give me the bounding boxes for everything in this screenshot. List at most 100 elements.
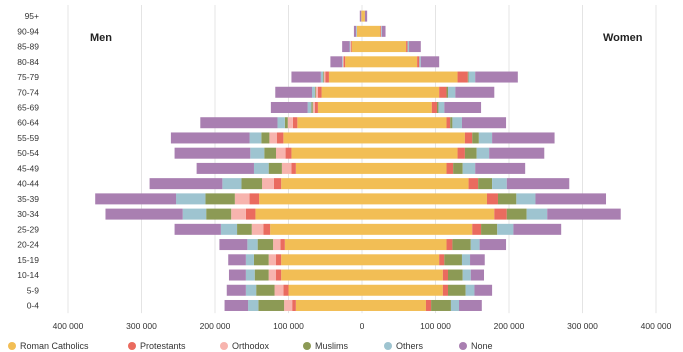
bar-women-none-85-89	[409, 41, 421, 53]
bar-women-muslims-70-74	[446, 86, 448, 98]
bar-men-none-35-39	[95, 193, 177, 205]
bar-men-others-60-64	[277, 117, 285, 129]
bar-men-orthodox-55-59	[269, 132, 277, 144]
men-side-label: Men	[90, 32, 112, 44]
bar-women-others-80-84	[419, 56, 421, 68]
bar-men-roman-catholics-70-74	[321, 86, 362, 98]
bar-women-muslims-60-64	[450, 117, 453, 129]
bar-men-roman-catholics-45-49	[295, 162, 362, 174]
age-label-80-84: 80-84	[17, 57, 39, 67]
bar-women-others-45-49	[462, 162, 476, 174]
legend-marker-muslims	[303, 342, 311, 350]
bar-women-others-15-19	[461, 254, 471, 266]
bar-women-protestants-80-84	[417, 56, 420, 68]
bar-men-others-10-14	[245, 269, 255, 281]
x-tick-label: 300 000	[567, 321, 598, 331]
bar-men-protestants-15-19	[276, 254, 282, 266]
x-tick-label: 0	[360, 321, 365, 331]
bar-women-roman-catholics-50-54	[362, 147, 458, 159]
bar-women-roman-catholics-10-14	[362, 269, 443, 281]
bar-men-protestants-70-74	[317, 86, 322, 98]
bar-men-roman-catholics-80-84	[345, 56, 362, 68]
age-label-90-94: 90-94	[17, 26, 39, 36]
bar-women-roman-catholics-25-29	[362, 223, 473, 235]
bar-men-protestants-85-89	[350, 41, 352, 53]
legend-label-others: Others	[396, 341, 424, 351]
bar-men-others-65-69	[307, 101, 312, 113]
bar-women-protestants-65-69	[431, 101, 437, 113]
bar-women-others-55-59	[478, 132, 493, 144]
bar-men-muslims-40-44	[241, 178, 263, 190]
x-tick-label: 100 000	[420, 321, 451, 331]
bar-men-none-0-4	[224, 299, 249, 311]
bar-men-muslims-15-19	[253, 254, 269, 266]
x-tick-label: 400 000	[641, 321, 672, 331]
bar-men-none-65-69	[270, 101, 308, 113]
bar-men-none-95	[359, 10, 362, 22]
bar-women-none-40-44	[506, 178, 570, 190]
age-label-60-64: 60-64	[17, 118, 39, 128]
bar-women-muslims-35-39	[497, 193, 517, 205]
bar-men-none-75-79	[291, 71, 321, 83]
bar-women-roman-catholics-40-44	[362, 178, 469, 190]
bar-men-orthodox-20-24	[273, 239, 281, 251]
bar-men-muslims-30-34	[206, 208, 232, 220]
bar-men-others-0-4	[248, 299, 259, 311]
bar-men-muslims-60-64	[284, 117, 288, 129]
legend-label-roman-catholics: Roman Catholics	[20, 341, 89, 351]
legend-marker-orthodox	[220, 342, 228, 350]
x-tick-label: 100 000	[273, 321, 304, 331]
bar-men-protestants-80-84	[343, 56, 346, 68]
bar-women-none-30-34	[547, 208, 621, 220]
bar-women-protestants-0-4	[425, 299, 432, 311]
bar-men-none-80-84	[330, 56, 343, 68]
bar-men-orthodox-0-4	[284, 299, 293, 311]
bar-women-roman-catholics-55-59	[362, 132, 465, 144]
bar-men-protestants-0-4	[292, 299, 296, 311]
bar-men-orthodox-40-44	[262, 178, 274, 190]
legend-label-protestants: Protestants	[140, 341, 186, 351]
bar-men-roman-catholics-85-89	[351, 41, 362, 53]
age-label-20-24: 20-24	[17, 240, 39, 250]
bar-women-others-20-24	[470, 239, 480, 251]
bar-women-protestants-40-44	[468, 178, 479, 190]
bar-women-others-35-39	[516, 193, 536, 205]
bar-men-orthodox-45-49	[281, 162, 292, 174]
bar-women-none-15-19	[470, 254, 485, 266]
bar-women-muslims-10-14	[447, 269, 463, 281]
bar-men-muslims-20-24	[257, 239, 274, 251]
stacked-bars	[95, 10, 621, 311]
bar-men-none-25-29	[174, 223, 221, 235]
bar-women-roman-catholics-95	[362, 10, 365, 22]
bar-men-roman-catholics-50-54	[291, 147, 362, 159]
bar-women-roman-catholics-80-84	[362, 56, 418, 68]
bar-women-others-85-89	[407, 41, 410, 53]
bar-men-none-15-19	[228, 254, 246, 266]
bar-women-protestants-20-24	[446, 239, 453, 251]
bar-men-others-85-89	[349, 41, 351, 53]
bar-women-protestants-85-89	[406, 41, 408, 53]
bar-women-others-60-64	[452, 117, 462, 129]
bar-men-roman-catholics-30-34	[255, 208, 362, 220]
bar-men-roman-catholics-5-9	[288, 284, 362, 296]
bar-men-muslims-35-39	[205, 193, 235, 205]
bar-women-roman-catholics-85-89	[362, 41, 407, 53]
x-tick-label: 200 000	[494, 321, 525, 331]
bar-men-orthodox-80-84	[342, 56, 344, 68]
bar-women-protestants-5-9	[442, 284, 448, 296]
bar-women-muslims-75-79	[467, 71, 469, 83]
bar-women-others-40-44	[492, 178, 507, 190]
bar-women-none-25-29	[513, 223, 562, 235]
bar-men-orthodox-85-89	[350, 41, 351, 53]
bar-men-roman-catholics-15-19	[281, 254, 362, 266]
bar-women-none-70-74	[455, 86, 495, 98]
bar-men-roman-catholics-40-44	[281, 178, 362, 190]
bar-men-roman-catholics-25-29	[270, 223, 362, 235]
bar-women-others-30-34	[526, 208, 548, 220]
bar-women-roman-catholics-20-24	[362, 239, 447, 251]
bar-women-none-75-79	[475, 71, 518, 83]
bar-men-muslims-45-49	[268, 162, 282, 174]
bar-women-muslims-25-29	[481, 223, 498, 235]
bar-women-roman-catholics-60-64	[362, 117, 447, 129]
